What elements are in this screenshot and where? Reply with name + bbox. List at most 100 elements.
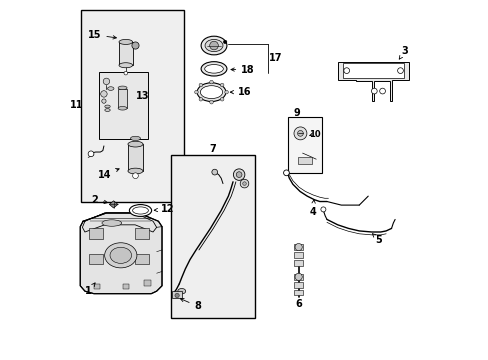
- Circle shape: [175, 293, 179, 298]
- Ellipse shape: [132, 207, 148, 214]
- Bar: [293, 244, 303, 250]
- Circle shape: [220, 83, 224, 87]
- Circle shape: [101, 91, 107, 97]
- Bar: [99, 72, 147, 139]
- Circle shape: [379, 88, 385, 94]
- Ellipse shape: [119, 63, 132, 68]
- Text: 7: 7: [209, 144, 216, 154]
- Circle shape: [297, 131, 303, 136]
- Circle shape: [209, 41, 218, 50]
- Circle shape: [199, 83, 202, 87]
- Bar: [88, 253, 102, 264]
- Bar: [293, 260, 303, 266]
- Ellipse shape: [104, 109, 110, 112]
- Bar: [94, 284, 100, 289]
- Ellipse shape: [197, 83, 225, 102]
- Circle shape: [209, 80, 213, 84]
- Circle shape: [233, 169, 244, 180]
- Circle shape: [194, 90, 198, 94]
- Text: 1: 1: [85, 283, 95, 296]
- Text: 17: 17: [269, 53, 282, 63]
- Ellipse shape: [104, 243, 137, 268]
- Bar: [119, 42, 132, 65]
- Text: 9: 9: [293, 108, 300, 118]
- Circle shape: [236, 172, 242, 177]
- Ellipse shape: [128, 168, 142, 174]
- Circle shape: [294, 243, 302, 251]
- Text: 3: 3: [398, 46, 407, 59]
- Ellipse shape: [104, 105, 110, 108]
- Polygon shape: [337, 62, 408, 101]
- Ellipse shape: [130, 136, 140, 140]
- Bar: [122, 284, 129, 289]
- Polygon shape: [109, 201, 118, 208]
- Bar: [172, 291, 182, 298]
- Ellipse shape: [110, 247, 131, 264]
- Text: 2: 2: [91, 195, 107, 205]
- Text: 13: 13: [135, 91, 149, 101]
- Ellipse shape: [118, 107, 127, 110]
- Bar: [118, 89, 127, 108]
- Circle shape: [294, 273, 302, 280]
- Circle shape: [371, 88, 376, 94]
- Ellipse shape: [178, 288, 185, 294]
- Text: 11: 11: [70, 100, 83, 110]
- Ellipse shape: [204, 64, 223, 73]
- Circle shape: [343, 68, 349, 73]
- Text: 18: 18: [230, 64, 254, 75]
- Circle shape: [199, 98, 202, 101]
- Circle shape: [220, 98, 224, 101]
- Bar: [135, 228, 149, 239]
- Circle shape: [240, 179, 248, 188]
- Text: 4: 4: [308, 200, 315, 217]
- Ellipse shape: [128, 141, 142, 147]
- Circle shape: [103, 78, 109, 85]
- Text: 12: 12: [154, 204, 174, 215]
- Bar: [144, 280, 150, 286]
- Text: 16: 16: [230, 87, 251, 97]
- Circle shape: [293, 127, 306, 140]
- Polygon shape: [80, 213, 162, 294]
- Circle shape: [397, 68, 403, 73]
- Circle shape: [132, 42, 139, 49]
- Circle shape: [209, 100, 213, 104]
- Polygon shape: [82, 213, 156, 232]
- Circle shape: [224, 90, 228, 94]
- Bar: [135, 253, 149, 264]
- Circle shape: [102, 99, 106, 103]
- Text: 15: 15: [88, 30, 116, 40]
- Ellipse shape: [200, 86, 222, 99]
- Text: 10: 10: [308, 130, 320, 139]
- Circle shape: [320, 207, 325, 212]
- Circle shape: [88, 151, 94, 157]
- Bar: [297, 157, 311, 164]
- Ellipse shape: [102, 220, 122, 226]
- Bar: [293, 274, 303, 280]
- Ellipse shape: [118, 86, 127, 90]
- Text: 8: 8: [180, 298, 201, 311]
- Bar: [293, 252, 303, 258]
- Bar: [293, 282, 303, 288]
- Bar: [287, 117, 321, 173]
- Bar: [171, 155, 255, 318]
- Polygon shape: [82, 227, 156, 289]
- Ellipse shape: [119, 40, 132, 44]
- Circle shape: [211, 169, 217, 175]
- Circle shape: [223, 40, 226, 44]
- Text: 5: 5: [372, 234, 382, 245]
- Circle shape: [124, 71, 127, 75]
- Circle shape: [242, 182, 246, 185]
- Bar: [81, 10, 183, 202]
- Circle shape: [283, 170, 289, 176]
- Text: 14: 14: [98, 168, 119, 180]
- Polygon shape: [343, 63, 403, 78]
- Ellipse shape: [204, 40, 223, 51]
- Bar: [293, 290, 303, 296]
- Text: 6: 6: [295, 299, 302, 309]
- Bar: [88, 228, 102, 239]
- Ellipse shape: [201, 36, 226, 55]
- Circle shape: [132, 173, 138, 179]
- Ellipse shape: [129, 204, 151, 216]
- Bar: [128, 144, 142, 171]
- Ellipse shape: [107, 87, 114, 90]
